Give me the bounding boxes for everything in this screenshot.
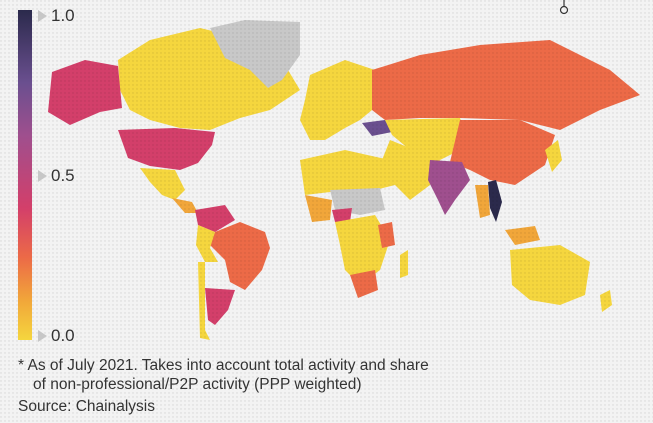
region-madagascar bbox=[400, 250, 408, 278]
footnote-line-2: of non-professional/P2P activity (PPP we… bbox=[33, 376, 362, 393]
source-credit: Source: Chainalysis bbox=[18, 398, 155, 415]
legend-pointer-icon bbox=[38, 169, 47, 182]
region-south-africa bbox=[350, 270, 378, 298]
region-usa bbox=[118, 128, 215, 170]
region-new-zealand bbox=[600, 290, 612, 312]
region-europe bbox=[300, 60, 375, 140]
region-central-america bbox=[172, 198, 198, 213]
legend-tick-bottom: 0.0 bbox=[38, 327, 75, 344]
region-brazil bbox=[210, 222, 270, 290]
region-north-africa bbox=[300, 150, 395, 195]
legend-pointer-icon bbox=[38, 329, 47, 342]
legend-tick-mid: 0.5 bbox=[38, 167, 75, 184]
legend-tick-label: 0.5 bbox=[51, 166, 75, 185]
region-mexico bbox=[140, 168, 185, 200]
region-india bbox=[428, 160, 470, 215]
color-scale-bar bbox=[18, 10, 32, 340]
region-alaska bbox=[48, 60, 122, 125]
footnote-line-1: * As of July 2021. Takes into account to… bbox=[18, 357, 429, 374]
region-vietnam bbox=[488, 180, 502, 222]
region-west-africa bbox=[305, 195, 332, 222]
legend-pointer-icon bbox=[38, 9, 47, 22]
legend-tick-label: 0.0 bbox=[51, 326, 75, 345]
region-australia bbox=[510, 245, 590, 305]
region-southeast-asia bbox=[475, 185, 540, 245]
legend-tick-top: 1.0 bbox=[38, 7, 75, 24]
info-icon[interactable] bbox=[558, 0, 570, 16]
legend-tick-label: 1.0 bbox=[51, 6, 75, 25]
region-russia bbox=[372, 40, 640, 130]
region-argentina bbox=[205, 288, 235, 325]
